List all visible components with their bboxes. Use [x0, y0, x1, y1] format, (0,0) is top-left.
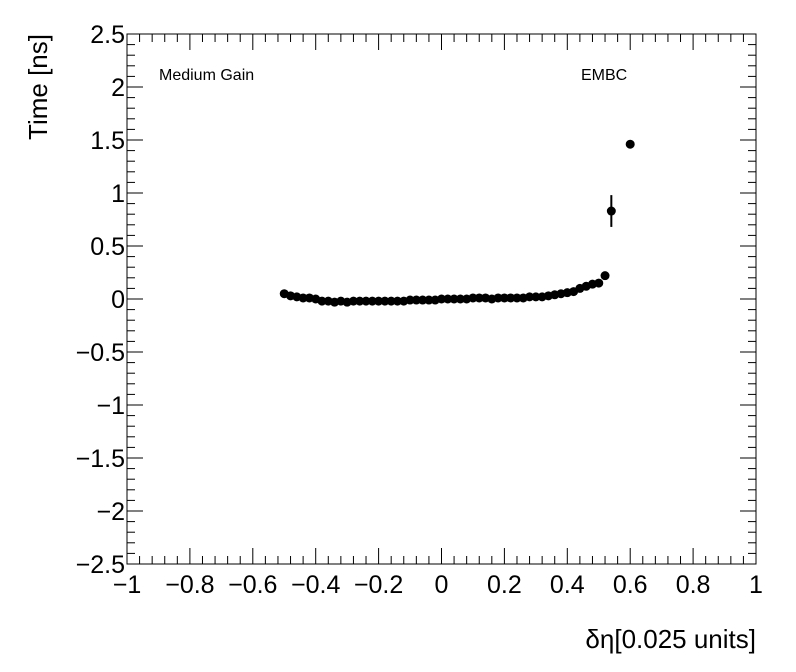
- x-tick-labels: −1 −0.8 −0.6 −0.4 −0.2 0 0.2 0.4 0.6 0.8 1: [113, 571, 763, 599]
- data-point: [443, 294, 453, 304]
- data-point: [367, 296, 377, 306]
- data-point: [499, 293, 509, 303]
- y-tick-label: 2.5: [90, 21, 125, 49]
- x-tick-label: 1: [749, 571, 763, 599]
- x-tick-label: −0.6: [228, 571, 277, 599]
- x-tick-label: 0.8: [676, 571, 711, 599]
- data-point: [392, 296, 402, 306]
- data-point: [625, 139, 635, 149]
- y-tick-label: −0.5: [76, 339, 125, 367]
- data-point: [418, 295, 428, 305]
- data-point: [474, 293, 484, 303]
- annotation-detector: EMBC: [581, 67, 627, 84]
- y-tick-label: 1.5: [90, 127, 125, 155]
- data-point: [455, 294, 465, 304]
- data-point: [298, 293, 308, 303]
- data-point: [317, 296, 327, 306]
- data-point: [437, 294, 446, 304]
- data-point: [424, 295, 434, 305]
- y-tick-label: 0.5: [90, 233, 125, 261]
- data-points: [279, 139, 635, 307]
- x-tick-label: 0.2: [487, 571, 522, 599]
- x-tick-label: −0.2: [354, 571, 403, 599]
- data-point: [512, 293, 522, 303]
- data-point: [493, 293, 503, 303]
- y-tick-label: −2.5: [76, 551, 125, 579]
- data-point: [374, 296, 384, 306]
- data-point: [449, 294, 459, 304]
- y-tick-label: −2: [96, 498, 125, 526]
- y-axis-title: Time [ns]: [23, 34, 53, 140]
- y-tick-label: 2: [111, 74, 125, 102]
- x-axis-title: δη[0.025 units]: [585, 624, 756, 654]
- data-point: [606, 206, 616, 216]
- data-point: [386, 296, 396, 306]
- data-point: [468, 293, 478, 303]
- x-tick-label: 0: [435, 571, 449, 599]
- x-tick-label: −1: [113, 571, 142, 599]
- data-point: [525, 292, 535, 302]
- y-tick-label: 1: [111, 180, 125, 208]
- y-tick-label: 0: [111, 286, 125, 314]
- data-point: [361, 296, 371, 306]
- data-point: [531, 292, 541, 302]
- data-point: [405, 295, 415, 305]
- x-tick-label: 0.6: [613, 571, 648, 599]
- annotation-gain: Medium Gain: [159, 67, 254, 84]
- y-tick-label: −1: [96, 392, 125, 420]
- x-tick-label: −0.8: [165, 571, 214, 599]
- x-tick-label: 0.4: [550, 571, 585, 599]
- x-tick-label: −0.4: [291, 571, 340, 599]
- data-point: [506, 293, 516, 303]
- data-point: [380, 296, 390, 306]
- data-point: [348, 296, 358, 306]
- axis-ticks: [126, 33, 757, 565]
- y-tick-labels: −2.5 −2 −1.5 −1 −0.5 0 0.5 1 1.5 2 2.5: [76, 21, 125, 579]
- data-point: [600, 271, 610, 281]
- data-point: [594, 278, 604, 288]
- data-point: [411, 295, 421, 305]
- data-point: [355, 296, 365, 306]
- y-tick-label: −1.5: [76, 445, 125, 473]
